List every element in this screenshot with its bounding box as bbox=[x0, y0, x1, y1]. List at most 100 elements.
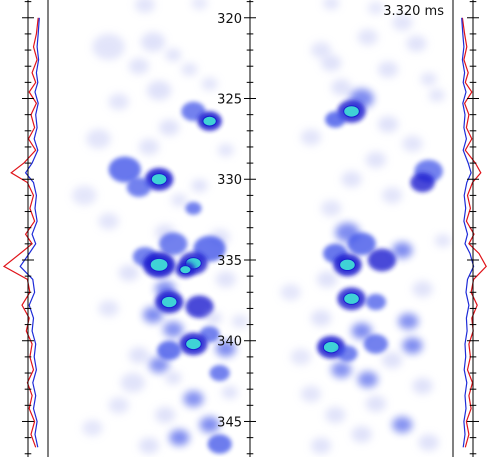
intensity-blob bbox=[165, 371, 182, 385]
left-profile-ticks bbox=[22, 1, 34, 455]
intensity-blob bbox=[341, 171, 362, 188]
intensity-blob bbox=[138, 437, 160, 454]
intensity-blob bbox=[406, 35, 427, 52]
left-profile-panel bbox=[2, 0, 40, 457]
intensity-blob bbox=[98, 213, 119, 230]
intensity-blob bbox=[325, 111, 346, 128]
intensity-blob bbox=[377, 116, 399, 133]
intensity-blob bbox=[377, 61, 399, 78]
intensity-blob bbox=[86, 129, 111, 149]
intensity-blob bbox=[300, 129, 322, 146]
intensity-blob bbox=[209, 364, 230, 382]
intensity-blob bbox=[72, 185, 97, 206]
intensity-blob bbox=[215, 340, 236, 357]
intensity-blob bbox=[310, 41, 332, 59]
intensity-blob bbox=[155, 406, 176, 424]
intensity-blob bbox=[171, 193, 188, 207]
intensity-blob bbox=[367, 248, 397, 272]
right-profile-blue bbox=[461, 17, 475, 448]
intensity-blob bbox=[82, 419, 103, 437]
intensity-blob bbox=[402, 337, 423, 354]
intensity-hotspot bbox=[160, 295, 178, 309]
intensity-blob bbox=[128, 347, 149, 364]
intensity-blob bbox=[280, 284, 301, 301]
intensity-blob bbox=[392, 416, 413, 433]
intensity-blob bbox=[199, 416, 220, 433]
intensity-blob bbox=[142, 306, 164, 323]
intensity-blob bbox=[367, 1, 384, 15]
intensity-hotspot bbox=[150, 173, 168, 186]
intensity-blob bbox=[134, 0, 156, 13]
intensity-blob bbox=[108, 397, 129, 414]
left-profile-lines bbox=[2, 17, 40, 448]
intensity-blob bbox=[410, 172, 435, 193]
intensity-blob bbox=[159, 232, 188, 256]
intensity-blob bbox=[120, 373, 145, 393]
intensity-blob bbox=[331, 361, 352, 378]
intensity-blob bbox=[351, 426, 372, 443]
y-tick-label: 335 bbox=[217, 254, 242, 269]
tick-labels: 320 325 330 335 340 345 bbox=[217, 12, 242, 431]
intensity-blob bbox=[418, 434, 439, 451]
intensity-blob bbox=[231, 314, 248, 328]
intensity-blob bbox=[181, 62, 198, 76]
intensity-blob bbox=[381, 187, 403, 204]
intensity-hotspot bbox=[185, 337, 202, 351]
right-blobs bbox=[280, 0, 451, 454]
intensity-blob bbox=[183, 390, 204, 407]
intensity-blob bbox=[428, 88, 445, 102]
intensity-blob bbox=[321, 54, 342, 72]
intensity-blob bbox=[138, 138, 160, 156]
intensity-blob bbox=[118, 264, 139, 281]
left-heatmap-panel bbox=[72, 0, 248, 454]
intensity-blob bbox=[310, 310, 332, 327]
intensity-blob bbox=[434, 234, 451, 248]
intensity-blob bbox=[398, 313, 419, 330]
intensity-blob bbox=[323, 0, 340, 10]
left-profile-blue bbox=[19, 17, 40, 448]
intensity-hotspot bbox=[339, 258, 356, 272]
intensity-blob bbox=[347, 232, 376, 256]
intensity-blob bbox=[363, 334, 389, 354]
intensity-blob bbox=[290, 348, 311, 365]
intensity-blob bbox=[169, 429, 190, 446]
intensity-blob bbox=[337, 345, 358, 362]
intensity-blob bbox=[351, 322, 372, 340]
intensity-blob bbox=[381, 351, 403, 369]
time-label: 3.320 ms bbox=[383, 4, 444, 19]
intensity-blob bbox=[310, 437, 332, 454]
intensity-blob bbox=[98, 300, 119, 317]
intensity-blob bbox=[412, 377, 433, 395]
y-tick-label: 340 bbox=[217, 335, 242, 350]
intensity-blob bbox=[185, 201, 202, 215]
intensity-blob bbox=[159, 119, 180, 136]
intensity-blob bbox=[300, 385, 322, 403]
center-ticks bbox=[244, 1, 256, 455]
intensity-blob bbox=[316, 271, 338, 288]
intensity-blob bbox=[392, 14, 413, 31]
right-profile-panel bbox=[461, 0, 487, 457]
intensity-blob bbox=[149, 356, 170, 374]
intensity-blob bbox=[221, 385, 238, 399]
intensity-hotspot bbox=[202, 115, 217, 127]
intensity-blob bbox=[163, 321, 184, 338]
intensity-blob bbox=[191, 0, 208, 10]
intensity-hotspot bbox=[343, 292, 360, 305]
intensity-blob bbox=[325, 406, 346, 424]
intensity-hotspot bbox=[343, 105, 360, 118]
intensity-hotspot bbox=[149, 257, 169, 272]
intensity-blob bbox=[205, 311, 222, 325]
intensity-blob bbox=[402, 135, 423, 152]
y-tick-label: 320 bbox=[217, 12, 242, 27]
left-blobs bbox=[72, 0, 248, 454]
intensity-blob bbox=[126, 177, 152, 198]
intensity-blob bbox=[201, 77, 218, 91]
intensity-blob bbox=[392, 242, 413, 259]
intensity-blob bbox=[365, 151, 387, 168]
intensity-blob bbox=[108, 93, 129, 110]
intensity-blob bbox=[157, 340, 182, 361]
intensity-blob bbox=[215, 271, 236, 288]
intensity-blob bbox=[321, 200, 342, 217]
intensity-blob bbox=[92, 33, 125, 60]
